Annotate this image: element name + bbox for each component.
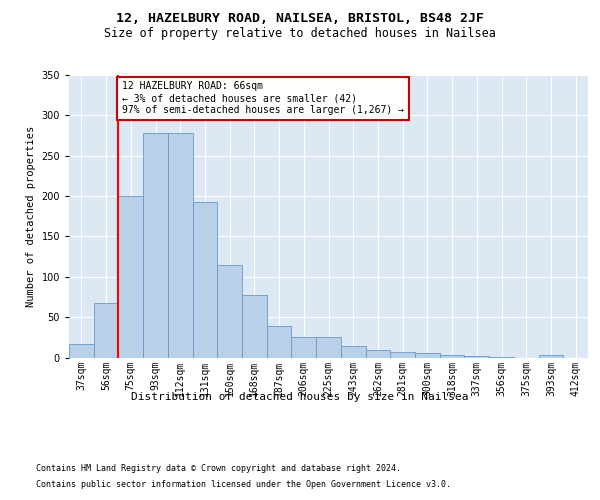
Bar: [440, 355, 464, 358]
Text: Distribution of detached houses by size in Nailsea: Distribution of detached houses by size …: [131, 392, 469, 402]
Bar: [341, 346, 365, 358]
Bar: [94, 302, 118, 358]
Bar: [193, 202, 217, 358]
Bar: [390, 352, 415, 358]
Bar: [292, 338, 316, 357]
Bar: [267, 326, 292, 358]
Bar: [539, 355, 563, 358]
Bar: [464, 356, 489, 358]
Text: 12, HAZELBURY ROAD, NAILSEA, BRISTOL, BS48 2JF: 12, HAZELBURY ROAD, NAILSEA, BRISTOL, BS…: [116, 12, 484, 26]
Bar: [242, 294, 267, 358]
Text: 12 HAZELBURY ROAD: 66sqm
← 3% of detached houses are smaller (42)
97% of semi-de: 12 HAZELBURY ROAD: 66sqm ← 3% of detache…: [122, 82, 404, 114]
Text: Contains HM Land Registry data © Crown copyright and database right 2024.: Contains HM Land Registry data © Crown c…: [36, 464, 401, 473]
Bar: [316, 338, 341, 357]
Text: Size of property relative to detached houses in Nailsea: Size of property relative to detached ho…: [104, 28, 496, 40]
Bar: [69, 344, 94, 358]
Y-axis label: Number of detached properties: Number of detached properties: [26, 126, 36, 307]
Text: Contains public sector information licensed under the Open Government Licence v3: Contains public sector information licen…: [36, 480, 451, 489]
Bar: [415, 352, 440, 358]
Bar: [365, 350, 390, 358]
Bar: [489, 356, 514, 358]
Bar: [168, 133, 193, 358]
Bar: [118, 196, 143, 358]
Bar: [217, 266, 242, 358]
Bar: [143, 133, 168, 358]
